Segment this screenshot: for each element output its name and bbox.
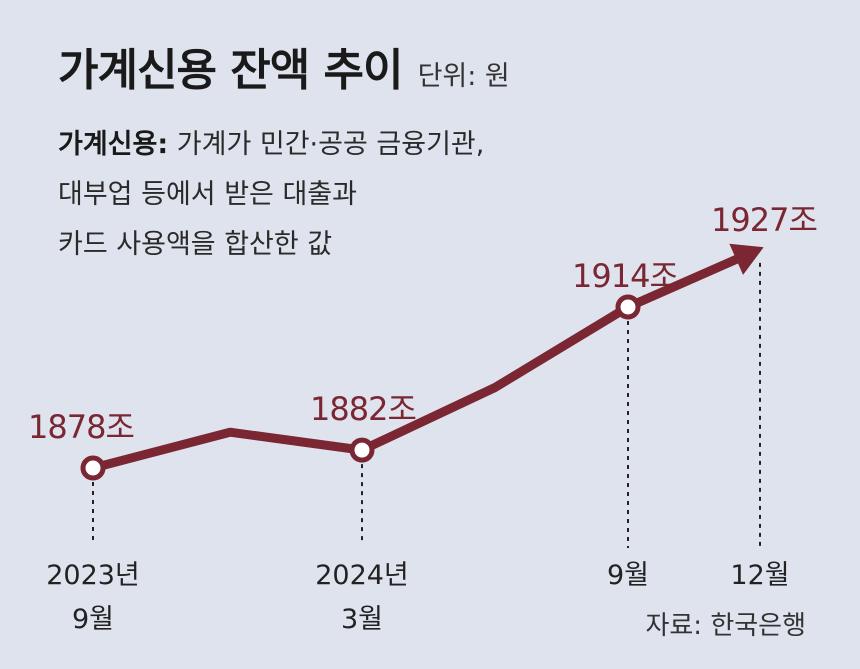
tick-label: 3월 bbox=[341, 604, 383, 635]
chart-title: 가계신용 잔액 추이 bbox=[58, 45, 403, 96]
unit-label: 단위: 원 bbox=[417, 61, 510, 92]
tick-label: 2024년 bbox=[315, 560, 409, 591]
value-label: 1882조 bbox=[310, 390, 416, 428]
title-row: 가계신용 잔액 추이 단위: 원 bbox=[58, 34, 510, 98]
definition-line: 카드 사용액을 합산한 값 bbox=[58, 229, 333, 260]
value-label: 1927조 bbox=[711, 201, 817, 239]
data-point bbox=[615, 294, 641, 320]
definition-text: 가계가 민간·공공 금융기관, bbox=[176, 129, 485, 160]
source-note: 자료: 한국은행 bbox=[645, 611, 806, 641]
tick-label: 12월 bbox=[730, 560, 789, 591]
series-line bbox=[88, 254, 741, 473]
arrow-head bbox=[729, 243, 764, 275]
tick-label: 2023년 bbox=[46, 560, 140, 591]
tick-label: 9월 bbox=[72, 604, 114, 635]
data-point bbox=[80, 455, 106, 481]
definition-line: 대부업 등에서 받은 대출과 bbox=[58, 179, 357, 210]
value-label: 1878조 bbox=[28, 408, 134, 446]
value-label: 1914조 bbox=[572, 257, 678, 295]
definition-term: 가계신용: bbox=[58, 129, 169, 160]
tick-label: 9월 bbox=[607, 560, 649, 591]
definition-note: 가계신용: 가계가 민간·공공 금융기관, 대부업 등에서 받은 대출과 카드 … bbox=[58, 120, 484, 270]
definition-line: 가계신용: 가계가 민간·공공 금융기관, bbox=[58, 120, 484, 170]
data-point bbox=[349, 437, 375, 463]
